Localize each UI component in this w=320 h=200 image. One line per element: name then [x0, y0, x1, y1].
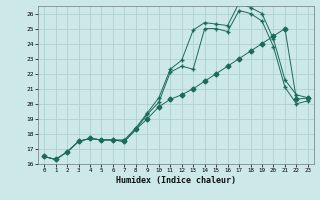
X-axis label: Humidex (Indice chaleur): Humidex (Indice chaleur) [116, 176, 236, 185]
